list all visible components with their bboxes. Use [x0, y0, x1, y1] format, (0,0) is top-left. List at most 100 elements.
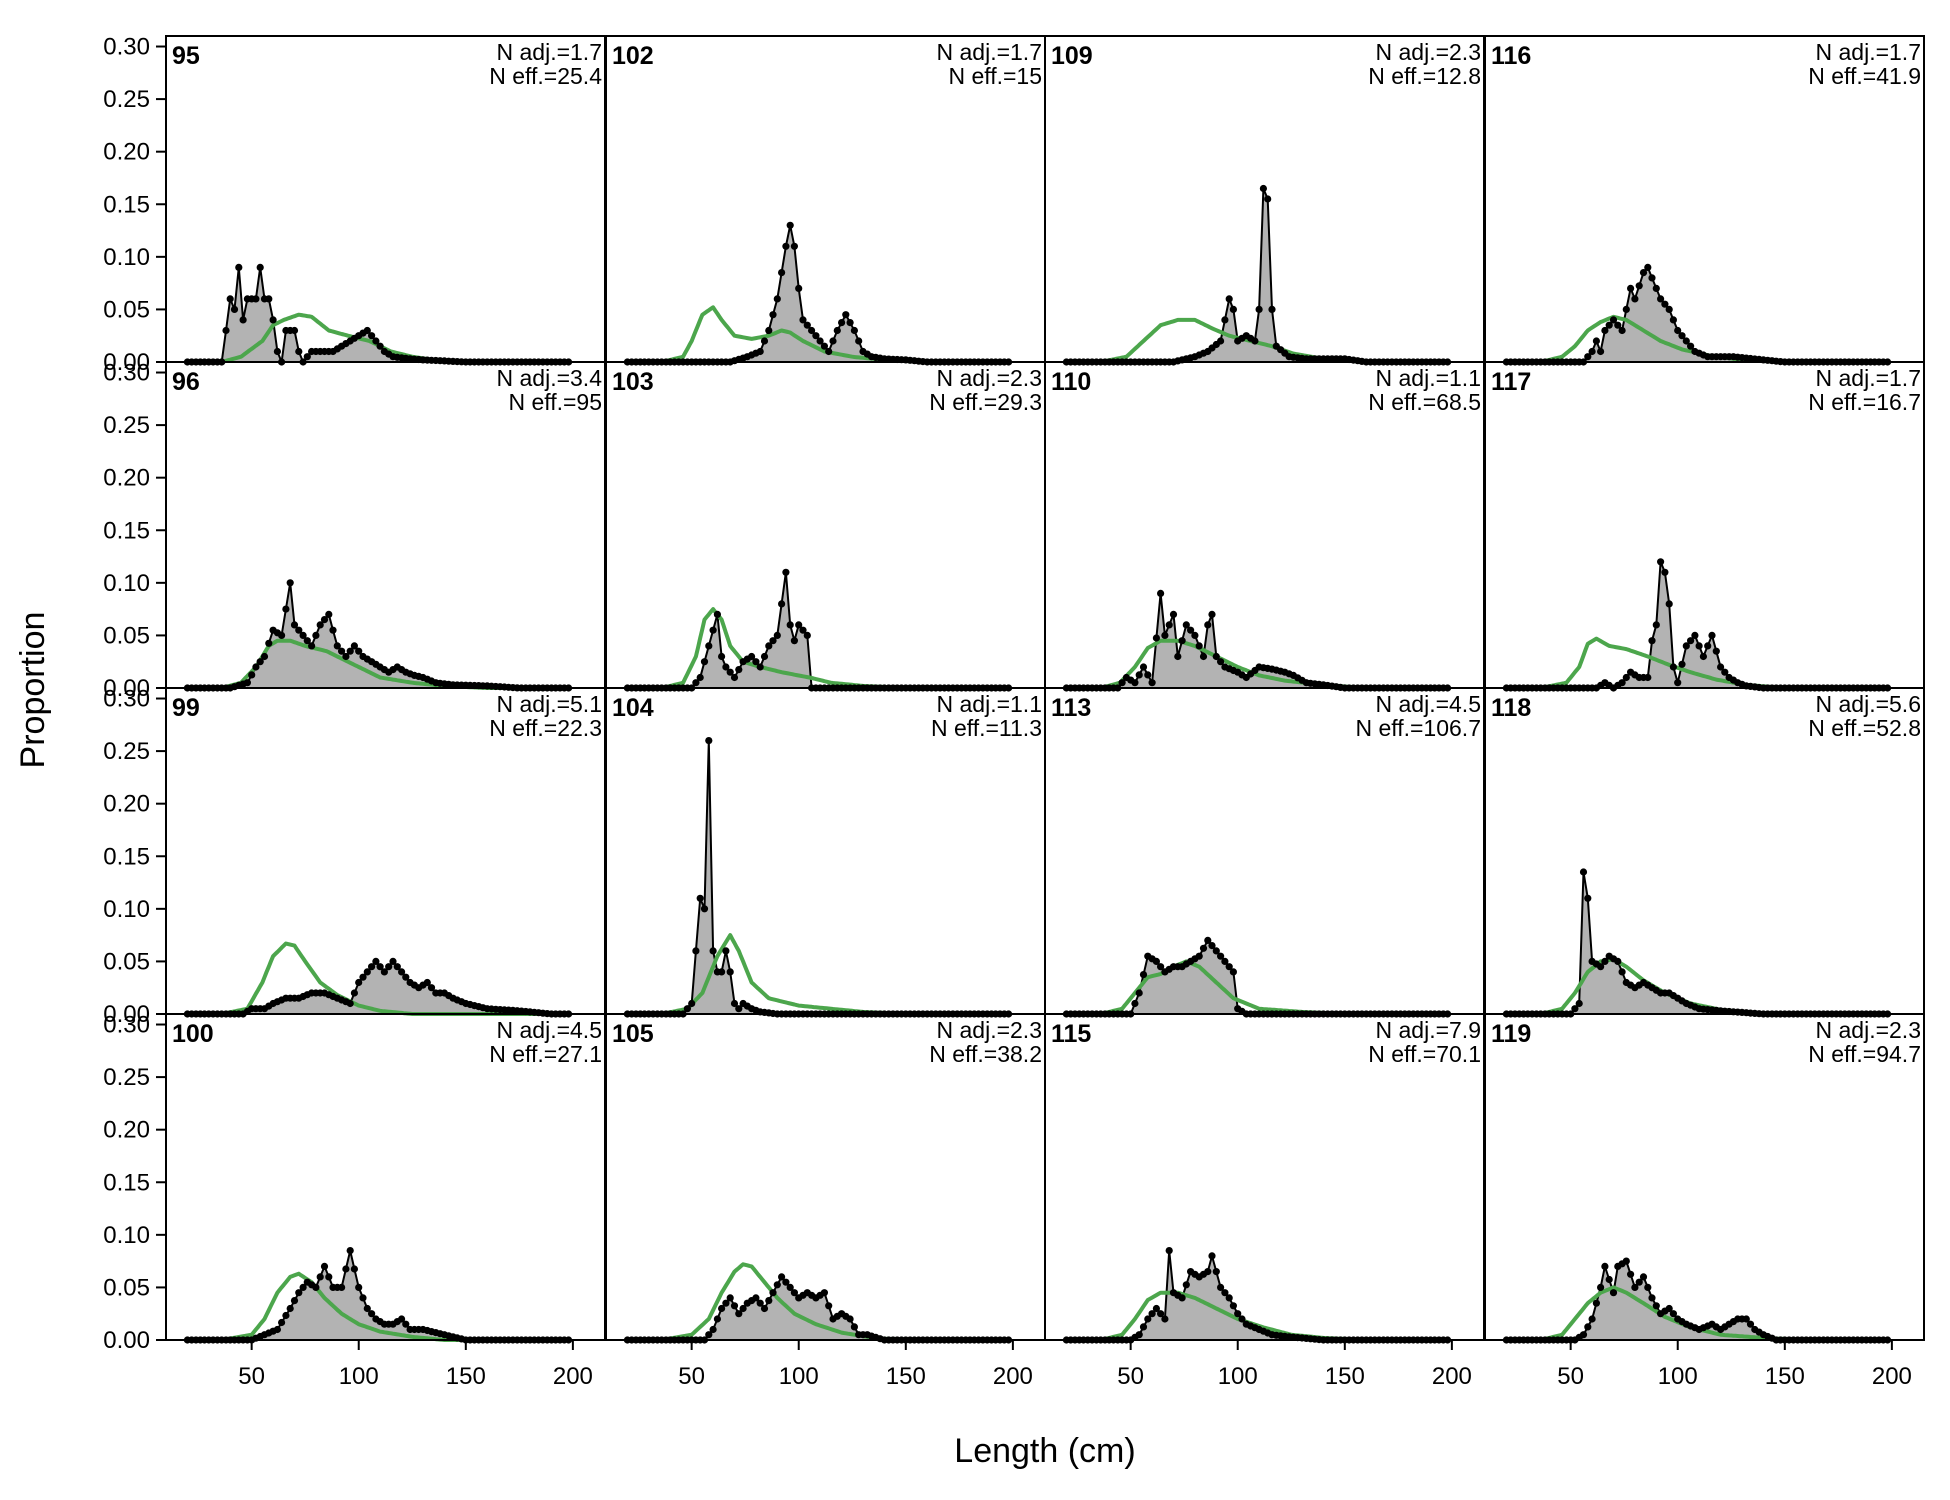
n-eff-label: N eff.=106.7	[1355, 715, 1481, 741]
observed-area	[1506, 267, 1888, 362]
observed-point	[1644, 1283, 1652, 1291]
observed-point	[368, 1310, 376, 1318]
observed-point	[1652, 284, 1660, 292]
y-tick-label: 0.15	[103, 1169, 150, 1196]
x-tick-label: 50	[678, 1363, 705, 1390]
observed-point	[700, 658, 709, 666]
n-eff-label: N eff.=70.1	[1368, 1041, 1481, 1067]
observed-point	[722, 1299, 730, 1307]
y-tick-label: 0.20	[103, 1117, 150, 1144]
observed-point	[350, 642, 358, 650]
observed-point	[1648, 637, 1656, 645]
observed-point	[320, 1262, 329, 1270]
x-tick-label: 50	[1557, 1363, 1584, 1390]
observed-point	[1635, 1278, 1643, 1286]
x-tick-label: 100	[1658, 1363, 1698, 1390]
observed-point	[1204, 936, 1212, 945]
observed-point	[303, 353, 311, 361]
observed-point	[333, 642, 341, 650]
n-adj-label: N adj.=3.4	[497, 365, 603, 391]
observed-point	[1592, 1299, 1600, 1307]
observed-point	[705, 737, 713, 745]
observed-point	[735, 666, 743, 674]
y-tick-label: 0.15	[103, 191, 150, 218]
observed-point	[1644, 263, 1652, 271]
observed-point	[1182, 1281, 1190, 1289]
panel-label: 96	[172, 368, 200, 396]
observed-point	[342, 1265, 350, 1273]
observed-point	[329, 626, 337, 634]
y-tick-label: 0.25	[103, 86, 150, 113]
observed-point	[1152, 1304, 1160, 1313]
observed-point	[1208, 942, 1216, 950]
expected-line	[1066, 959, 1448, 1016]
n-adj-label: N adj.=4.5	[1376, 691, 1482, 717]
observed-point	[278, 631, 286, 640]
observed-point	[790, 637, 799, 645]
observed-point	[269, 316, 277, 324]
y-tick-label: 0.05	[103, 622, 150, 649]
observed-point	[765, 1297, 773, 1305]
panel-118: 118 N adj.=5.6N eff.=52.8	[1484, 687, 1925, 1018]
panel-label: 100	[172, 1020, 214, 1048]
observed-point	[1264, 195, 1272, 203]
observed-point	[778, 600, 786, 608]
observed-point	[765, 642, 773, 650]
observed-point	[380, 968, 388, 976]
observed-point	[363, 326, 371, 335]
x-tick-label: 50	[238, 1363, 265, 1390]
observed-point	[398, 1315, 406, 1323]
observed-point	[722, 663, 730, 671]
observed-point	[282, 605, 290, 613]
panel-104: 104 N adj.=1.1N eff.=11.3	[605, 687, 1046, 1018]
observed-point	[1268, 305, 1276, 313]
observed-point	[709, 626, 717, 634]
observed-point	[1622, 1257, 1630, 1265]
observed-point	[726, 668, 734, 676]
observed-point	[1609, 1289, 1618, 1297]
observed-line	[627, 740, 1009, 1015]
observed-point	[1678, 332, 1686, 340]
n-adj-label: N adj.=1.7	[1816, 365, 1922, 391]
observed-point	[1178, 1294, 1186, 1302]
observed-point	[252, 295, 260, 303]
observed-point	[1622, 673, 1630, 682]
observed-point	[1139, 971, 1148, 979]
observed-point	[786, 1283, 794, 1291]
n-eff-label: N eff.=38.2	[929, 1041, 1042, 1067]
observed-point	[252, 663, 260, 671]
observed-point	[325, 1273, 333, 1281]
observed-point	[1631, 295, 1639, 303]
panel-label: 105	[612, 1020, 654, 1048]
observed-point	[1571, 1005, 1579, 1013]
observed-point	[1661, 300, 1669, 308]
observed-point	[393, 963, 401, 971]
y-tick-label: 0.05	[103, 948, 150, 975]
observed-point	[735, 1310, 743, 1318]
y-tick-label: 0.00	[103, 349, 150, 376]
observed-point	[346, 647, 354, 655]
observed-point	[1605, 321, 1613, 329]
observed-point	[1704, 642, 1712, 650]
observed-point	[790, 1289, 799, 1297]
panel-110: 110 N adj.=1.1N eff.=68.5	[1044, 361, 1485, 692]
panel-label: 104	[612, 694, 654, 722]
observed-point	[286, 579, 294, 587]
observed-point	[820, 342, 829, 350]
n-eff-label: N eff.=52.8	[1808, 715, 1921, 741]
observed-point	[1682, 337, 1690, 345]
observed-point	[713, 1315, 722, 1323]
y-tick-label: 0.30	[103, 1012, 150, 1039]
n-eff-label: N eff.=68.5	[1368, 389, 1481, 415]
observed-point	[718, 1304, 726, 1313]
observed-point	[1609, 316, 1618, 324]
observed-point	[1204, 621, 1212, 629]
n-eff-label: N eff.=25.4	[489, 63, 602, 89]
n-eff-label: N eff.=95	[508, 389, 602, 415]
x-tick-label: 200	[553, 1363, 593, 1390]
observed-point	[1199, 652, 1208, 661]
panel-label: 103	[612, 368, 654, 396]
observed-point	[778, 1273, 786, 1281]
observed-point	[1191, 631, 1199, 640]
observed-point	[1639, 269, 1648, 277]
